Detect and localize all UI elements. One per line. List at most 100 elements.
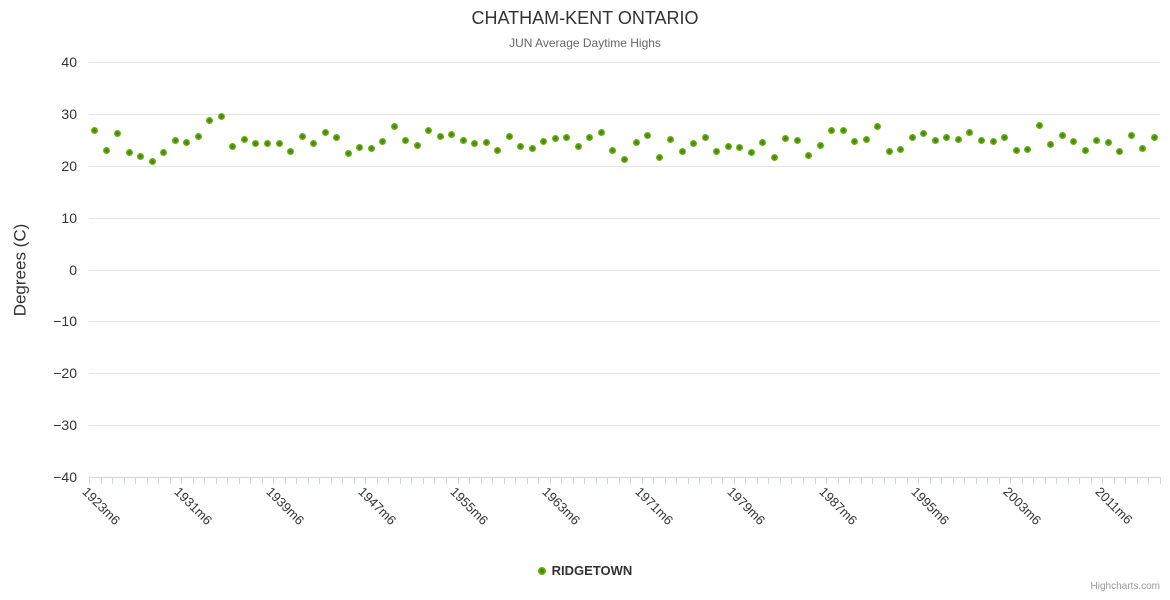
- data-point[interactable]: [1012, 147, 1020, 155]
- data-point[interactable]: [989, 137, 997, 145]
- data-point[interactable]: [114, 130, 122, 138]
- data-point[interactable]: [816, 141, 824, 149]
- data-point[interactable]: [1058, 131, 1066, 139]
- data-point[interactable]: [885, 148, 893, 156]
- data-point[interactable]: [517, 143, 525, 151]
- data-point[interactable]: [402, 136, 410, 144]
- data-point[interactable]: [240, 135, 248, 143]
- data-point[interactable]: [678, 148, 686, 156]
- data-point[interactable]: [494, 147, 502, 155]
- data-point[interactable]: [1127, 132, 1135, 140]
- data-point[interactable]: [206, 117, 214, 125]
- data-point[interactable]: [264, 139, 271, 147]
- data-point[interactable]: [436, 133, 444, 141]
- data-point[interactable]: [862, 135, 870, 143]
- data-point[interactable]: [390, 123, 398, 131]
- data-point[interactable]: [1081, 146, 1089, 154]
- data-point[interactable]: [736, 144, 744, 152]
- data-point[interactable]: [1047, 140, 1055, 148]
- legend-item-ridgetown[interactable]: RIDGETOWN: [537, 563, 632, 578]
- data-point[interactable]: [217, 113, 225, 121]
- data-point[interactable]: [505, 132, 513, 140]
- data-point[interactable]: [194, 132, 202, 140]
- data-point[interactable]: [782, 134, 790, 142]
- data-point[interactable]: [333, 134, 341, 142]
- data-point[interactable]: [632, 139, 640, 147]
- data-point[interactable]: [252, 140, 260, 148]
- data-point[interactable]: [310, 139, 318, 147]
- data-point[interactable]: [954, 136, 962, 144]
- data-point[interactable]: [171, 137, 179, 145]
- data-point[interactable]: [137, 153, 145, 161]
- data-point[interactable]: [551, 134, 559, 142]
- data-point[interactable]: [528, 145, 536, 153]
- x-axis-tick: [250, 478, 252, 484]
- data-point[interactable]: [1150, 134, 1158, 142]
- data-point[interactable]: [793, 136, 801, 144]
- data-point[interactable]: [1116, 148, 1124, 156]
- data-point[interactable]: [1024, 145, 1032, 153]
- data-point[interactable]: [713, 148, 721, 156]
- data-point[interactable]: [367, 144, 375, 152]
- x-axis-tick: [722, 478, 724, 484]
- data-point[interactable]: [1035, 121, 1043, 129]
- data-point[interactable]: [471, 139, 479, 147]
- data-point[interactable]: [805, 152, 813, 160]
- data-point[interactable]: [1093, 136, 1101, 144]
- data-point[interactable]: [828, 127, 836, 135]
- x-axis-tick: [1090, 478, 1092, 484]
- data-point[interactable]: [943, 133, 951, 141]
- data-point[interactable]: [379, 138, 387, 146]
- data-point[interactable]: [183, 139, 191, 147]
- data-point[interactable]: [1104, 139, 1112, 147]
- data-point[interactable]: [91, 127, 99, 135]
- data-point[interactable]: [759, 139, 767, 147]
- data-point[interactable]: [701, 133, 709, 141]
- data-point[interactable]: [275, 140, 283, 148]
- data-point[interactable]: [425, 127, 433, 135]
- data-point[interactable]: [1001, 134, 1009, 142]
- data-point[interactable]: [287, 148, 295, 156]
- data-point[interactable]: [920, 130, 928, 138]
- data-point[interactable]: [586, 133, 594, 141]
- x-axis-tick: [388, 478, 390, 484]
- data-point[interactable]: [356, 144, 364, 152]
- data-point[interactable]: [125, 149, 133, 157]
- data-point[interactable]: [413, 142, 421, 150]
- credits-link[interactable]: Highcharts.com: [1090, 581, 1160, 592]
- data-point[interactable]: [448, 130, 456, 138]
- data-point[interactable]: [574, 142, 582, 150]
- data-point[interactable]: [597, 129, 605, 137]
- data-point[interactable]: [1139, 144, 1147, 152]
- data-point[interactable]: [482, 138, 490, 146]
- data-point[interactable]: [298, 133, 306, 141]
- data-point[interactable]: [747, 149, 755, 157]
- data-point[interactable]: [690, 139, 698, 147]
- data-point[interactable]: [1070, 138, 1078, 146]
- data-point[interactable]: [563, 133, 571, 141]
- data-point[interactable]: [344, 150, 352, 158]
- data-point[interactable]: [724, 142, 732, 150]
- data-point[interactable]: [540, 138, 548, 146]
- data-point[interactable]: [770, 153, 778, 161]
- data-point[interactable]: [160, 149, 168, 157]
- data-point[interactable]: [874, 122, 882, 130]
- data-point[interactable]: [655, 153, 663, 161]
- data-point[interactable]: [148, 157, 156, 165]
- data-point[interactable]: [459, 137, 467, 145]
- data-point[interactable]: [931, 137, 939, 145]
- data-point[interactable]: [978, 137, 985, 145]
- data-point[interactable]: [839, 127, 847, 135]
- data-point[interactable]: [908, 133, 916, 141]
- data-point[interactable]: [229, 143, 237, 151]
- data-point[interactable]: [644, 131, 652, 139]
- data-point[interactable]: [966, 129, 974, 137]
- data-point[interactable]: [851, 138, 859, 146]
- data-point[interactable]: [667, 135, 675, 143]
- data-point[interactable]: [621, 156, 628, 164]
- data-point[interactable]: [897, 145, 905, 153]
- x-axis-tick: [399, 478, 401, 484]
- data-point[interactable]: [609, 146, 617, 154]
- data-point[interactable]: [321, 129, 329, 137]
- data-point[interactable]: [102, 147, 110, 155]
